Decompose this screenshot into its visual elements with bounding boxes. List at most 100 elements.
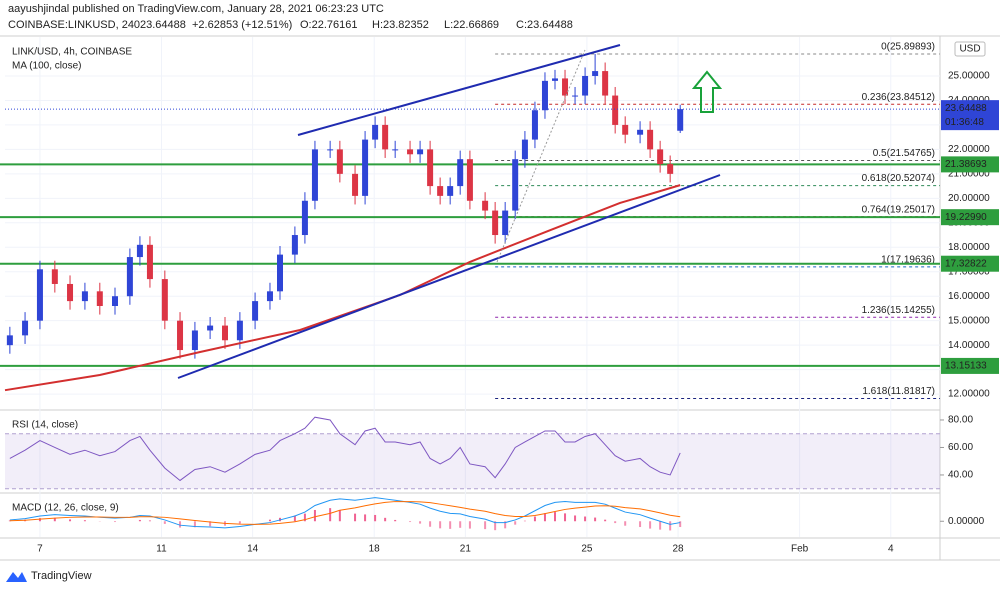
candle-body — [531, 110, 538, 140]
histogram-bar — [83, 520, 86, 522]
candle-body — [236, 320, 243, 341]
x-tick-label: 7 — [37, 544, 43, 555]
y-tick-label: 21.00000 — [948, 168, 990, 179]
candle-body — [161, 279, 168, 321]
histogram-bar — [138, 519, 141, 522]
price-tag — [941, 209, 999, 226]
histogram-bar — [8, 520, 11, 522]
candle-body — [562, 78, 569, 96]
histogram-bar — [193, 521, 196, 528]
fib-label: 0.236(23.84512) — [862, 92, 935, 103]
histogram-bar — [514, 521, 517, 525]
countdown: 01:36:48 — [945, 117, 984, 128]
candle-body — [177, 320, 184, 351]
histogram-bar — [238, 521, 241, 524]
y-tick-label: 17.00000 — [948, 266, 990, 277]
candle-body — [327, 149, 334, 151]
candle-body — [602, 71, 609, 96]
symbol-line: COINBASE:LINKUSD, 240 23.64488 +2.62853 … — [8, 19, 573, 31]
candle-body — [301, 200, 308, 236]
y-tick-label: 20.00000 — [948, 193, 990, 204]
candle-body — [252, 301, 259, 321]
histogram-bar — [148, 520, 151, 522]
histogram-bar — [564, 513, 567, 522]
histogram-bar — [533, 516, 536, 522]
fib-label: 0(25.89893) — [881, 42, 935, 53]
plot: 7111418212528Feb412.0000013.0000014.0000… — [0, 37, 999, 555]
main-legend: LINK/USD, 4h, COINBASE — [12, 47, 132, 58]
change: +2.62853 (+12.51%) — [192, 19, 292, 31]
price-tag-label: 21.38693 — [945, 159, 987, 170]
histogram-bar — [429, 521, 432, 527]
histogram-bar — [163, 521, 166, 524]
price-tag — [941, 255, 999, 272]
candle-body — [51, 269, 58, 284]
price-tag-label: 13.15133 — [945, 361, 987, 372]
fib-label: 0.618(20.52074) — [862, 173, 935, 184]
candle-body — [482, 200, 489, 211]
histogram-bar — [394, 519, 397, 522]
candle-body — [657, 149, 664, 165]
candle-body — [372, 124, 379, 140]
x-tick-label: 25 — [581, 544, 593, 555]
candle-body — [22, 320, 29, 336]
price-tag — [941, 357, 999, 374]
histogram-bar — [209, 521, 212, 527]
candle-body — [512, 159, 519, 211]
candle-body — [552, 78, 558, 81]
histogram-bar — [419, 521, 422, 524]
macd-legend: MACD (12, 26, close, 9) — [12, 503, 119, 514]
price-tag-label: 17.32822 — [945, 258, 987, 269]
histogram-bar — [329, 508, 332, 522]
signal-line — [9, 501, 681, 525]
histogram-bar — [584, 516, 587, 522]
x-tick-label: 18 — [369, 544, 381, 555]
ohlc-low: L:22.66869 — [444, 19, 499, 31]
brand-logo — [6, 572, 27, 582]
histogram-bar — [313, 509, 316, 522]
histogram-bar — [468, 521, 471, 529]
candle-body — [126, 257, 133, 297]
up-arrow — [691, 70, 723, 113]
ohlc-close: C:23.64488 — [516, 19, 573, 31]
candle-body — [311, 149, 318, 201]
y-tick-label: 14.00000 — [948, 340, 990, 351]
y-tick-label: 22.00000 — [948, 144, 990, 155]
candle-body — [667, 164, 674, 174]
rsi-band — [5, 433, 940, 489]
histogram-bar — [338, 509, 341, 522]
candle-body — [277, 254, 283, 292]
histogram-bar — [114, 521, 116, 523]
candle-body — [392, 149, 399, 151]
candle-body — [592, 71, 599, 76]
candle-body — [6, 335, 13, 346]
x-tick-label: 4 — [888, 544, 894, 555]
x-tick-label: 11 — [156, 544, 167, 555]
candle-body — [582, 75, 589, 96]
histogram-bar — [374, 514, 377, 522]
currency-box — [954, 41, 986, 57]
histogram-bar — [439, 521, 442, 529]
fib-label: 1.618(11.81817) — [862, 386, 935, 397]
histogram-bar — [659, 521, 662, 530]
rsi-legend: RSI (14, close) — [12, 420, 78, 431]
histogram-bar — [669, 521, 672, 531]
candle-body — [191, 330, 198, 351]
candle-body — [112, 296, 118, 306]
candle-body — [612, 95, 619, 125]
candle-body — [637, 129, 644, 135]
histogram-bar — [53, 517, 56, 522]
ohlc-open: O:22.76161 — [300, 19, 358, 31]
candle-body — [291, 235, 298, 255]
histogram-bar — [459, 521, 462, 528]
price-tag — [941, 156, 999, 173]
histogram-bar — [554, 512, 556, 522]
histogram-bar — [364, 514, 367, 522]
candle-body — [36, 269, 43, 321]
x-tick-label: 28 — [673, 544, 685, 555]
candle-body — [492, 210, 499, 236]
candle-body — [541, 80, 548, 111]
brand: TradingView — [6, 570, 92, 582]
histogram-bar — [268, 519, 271, 522]
